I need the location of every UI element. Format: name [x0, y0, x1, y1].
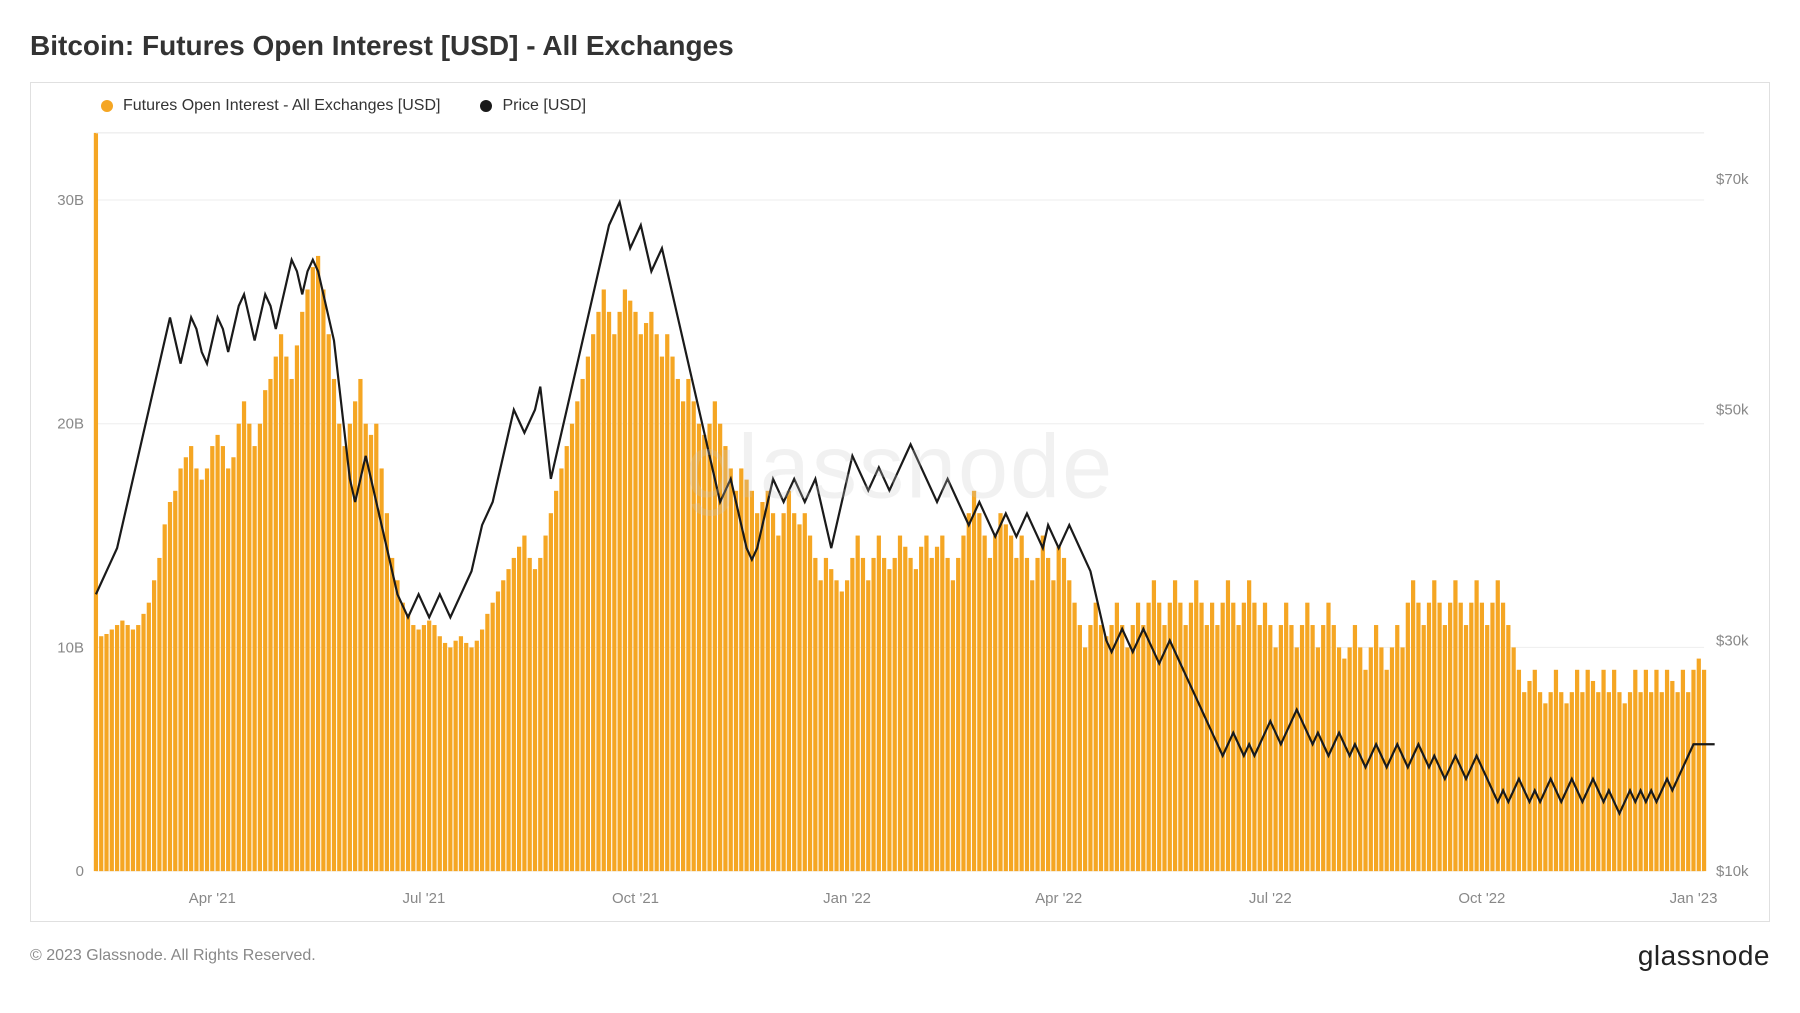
- svg-text:Apr '21: Apr '21: [189, 890, 236, 907]
- svg-text:$30k: $30k: [1716, 632, 1749, 649]
- svg-text:20B: 20B: [57, 416, 84, 433]
- legend-label-oi: Futures Open Interest - All Exchanges [U…: [123, 97, 440, 115]
- svg-text:30B: 30B: [57, 192, 84, 209]
- svg-text:Oct '22: Oct '22: [1458, 890, 1505, 907]
- legend-item-price: Price [USD]: [480, 97, 586, 115]
- chart-title: Bitcoin: Futures Open Interest [USD] - A…: [30, 30, 1770, 62]
- svg-text:0: 0: [76, 863, 84, 880]
- svg-text:Oct '21: Oct '21: [612, 890, 659, 907]
- chart-container: Futures Open Interest - All Exchanges [U…: [30, 82, 1770, 922]
- svg-text:Jul '22: Jul '22: [1249, 890, 1292, 907]
- svg-text:Jan '23: Jan '23: [1670, 890, 1718, 907]
- legend-dot-oi: [101, 100, 113, 112]
- chart-svg: 0 10B 20B 30B $10k $30k $50k $70k Apr '21 Jul '21…: [31, 83, 1769, 921]
- legend: Futures Open Interest - All Exchanges [U…: [101, 97, 586, 115]
- footer: © 2023 Glassnode. All Rights Reserved. g…: [30, 940, 1770, 972]
- svg-text:$70k: $70k: [1716, 171, 1749, 188]
- copyright: © 2023 Glassnode. All Rights Reserved.: [30, 947, 316, 965]
- svg-text:$50k: $50k: [1716, 402, 1749, 419]
- svg-text:$10k: $10k: [1716, 863, 1749, 880]
- svg-text:Apr '22: Apr '22: [1035, 890, 1082, 907]
- svg-text:Jan '22: Jan '22: [823, 890, 871, 907]
- legend-item-oi: Futures Open Interest - All Exchanges [U…: [101, 97, 440, 115]
- svg-text:10B: 10B: [57, 639, 84, 656]
- legend-label-price: Price [USD]: [502, 97, 586, 115]
- legend-dot-price: [480, 100, 492, 112]
- brand-logo: glassnode: [1638, 940, 1770, 972]
- svg-text:Jul '21: Jul '21: [402, 890, 445, 907]
